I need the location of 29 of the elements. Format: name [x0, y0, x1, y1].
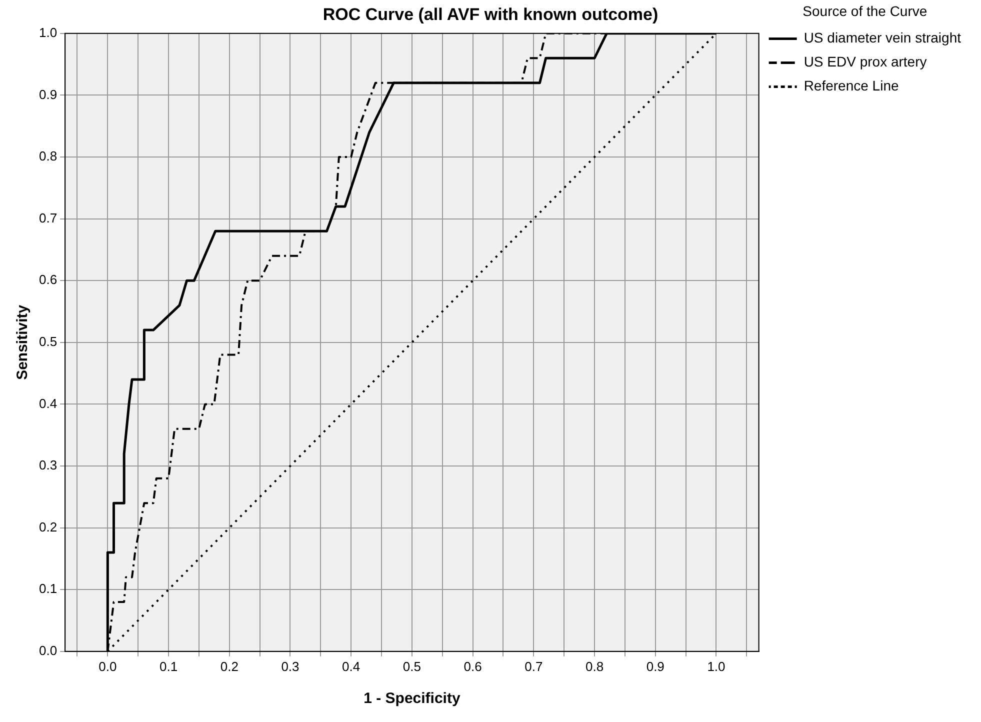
x-axis-title: 1 - Specificity [364, 690, 461, 708]
legend-label: US diameter vein straight [804, 30, 962, 46]
x-tick-label: 0.8 [585, 658, 604, 674]
legend-title: Source of the Curve [802, 2, 928, 19]
x-tick-label: 1.0 [707, 658, 726, 674]
y-tick-label: 0.4 [38, 396, 58, 411]
x-tick-label: 0.0 [98, 658, 117, 674]
x-tick-label: 0.3 [281, 658, 300, 674]
x-tick-label: 0.9 [646, 658, 664, 674]
x-tick-label: 0.5 [402, 658, 421, 674]
chart-title: ROC Curve (all AVF with known outcome) [322, 4, 658, 24]
legend-label: Reference Line [804, 78, 899, 94]
y-tick-label: 0.5 [38, 334, 58, 349]
y-tick-label: 0.0 [38, 642, 58, 658]
legend-label: US EDV prox artery [804, 54, 927, 70]
y-tick-label: 0.3 [38, 458, 58, 473]
y-tick-label: 0.6 [38, 272, 58, 288]
y-tick-label: 0.2 [38, 519, 58, 534]
x-tick-label: 0.1 [159, 658, 178, 674]
y-tick-label: 0.1 [38, 581, 58, 596]
x-tick-label: 0.7 [524, 658, 543, 674]
y-tick-label: 1.0 [38, 24, 58, 40]
x-tick-label: 0.6 [464, 658, 482, 674]
y-tick-label: 0.8 [38, 148, 58, 164]
x-tick-label: 0.2 [220, 658, 238, 674]
y-axis-title: Sensitivity [14, 304, 32, 380]
x-tick-label: 0.4 [342, 658, 360, 674]
y-tick-label: 0.7 [38, 210, 58, 226]
y-tick-label: 0.9 [38, 86, 58, 102]
